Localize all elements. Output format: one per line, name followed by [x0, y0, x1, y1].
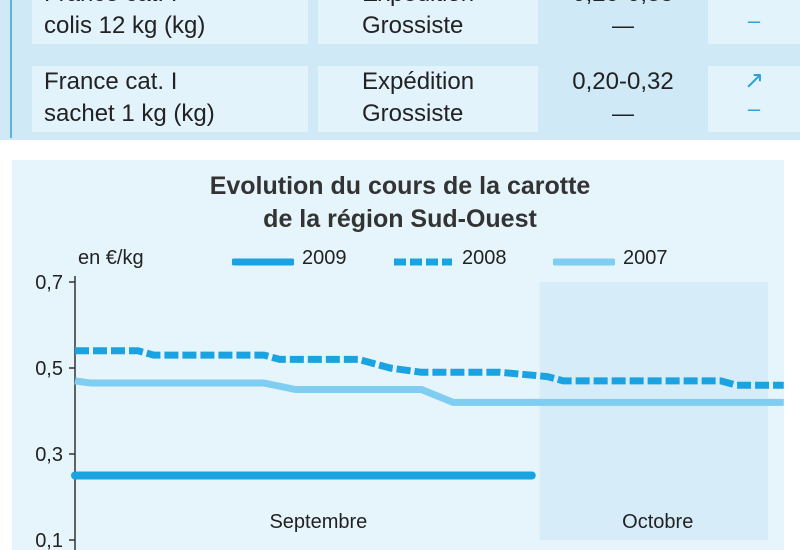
table-left-rule [10, 0, 12, 138]
product-line2: sachet 1 kg (kg) [44, 100, 215, 127]
legend-label-2007: 2007 [623, 247, 668, 269]
price-value: 0,20-0,32 [572, 68, 674, 95]
legend-label-2009: 2009 [302, 247, 347, 269]
y-axis-unit-label: en €/kg [78, 247, 144, 269]
table-cell-trend: ↗ – [708, 0, 800, 44]
legend-swatch-2007 [553, 258, 615, 266]
table-cell-product: France cat. I sachet 1 kg (kg) [32, 66, 308, 132]
legend-swatch-2008 [394, 258, 452, 266]
series-line-2007 [74, 377, 784, 406]
y-tick-label: 0,5 [35, 358, 63, 380]
price-wholesale: — [612, 13, 634, 38]
stage-line1: Expédition [362, 68, 475, 95]
trend-wholesale: – [747, 8, 761, 33]
product-line1: France cat. I [44, 0, 308, 10]
series-layer [71, 347, 784, 480]
series-line-2008 [75, 347, 784, 389]
price-value: 0,20-0,35 [540, 0, 706, 10]
arrow-up-right-icon: ↗ [708, 0, 800, 8]
product-line2: colis 12 kg (kg) [44, 12, 206, 39]
x-period-label: Octobre [622, 511, 693, 533]
x-period-label: Septembre [269, 511, 367, 533]
table-cell-stage: Expédition Grossiste [318, 66, 538, 132]
table-cell-product: France cat. I colis 12 kg (kg) [32, 0, 308, 44]
legend-label-2008: 2008 [462, 247, 507, 269]
chart-title: Evolution du cours de la carotte de la r… [0, 170, 800, 236]
stage-line2: Grossiste [362, 12, 464, 39]
plot-background [539, 282, 768, 540]
y-tick-label: 0,3 [35, 444, 63, 466]
trend-wholesale: – [747, 96, 761, 121]
price-wholesale: — [612, 101, 634, 126]
table-cell-price: 0,20-0,32 — [540, 66, 706, 132]
table-cell-trend: ↗ – [708, 66, 800, 132]
chart-axes [69, 276, 76, 550]
chart-title-line2: de la région Sud-Ouest [263, 205, 537, 233]
period-shading-1 [539, 282, 768, 540]
stage-line2: Grossiste [362, 100, 464, 127]
product-line1: France cat. I [44, 68, 178, 95]
chart-title-line1: Evolution du cours de la carotte [209, 172, 591, 200]
legend-swatch-2009 [232, 258, 294, 266]
table-cell-stage: Expédition Grossiste [318, 0, 538, 44]
arrow-up-right-icon: ↗ [743, 67, 765, 94]
y-tick-label: 0,1 [35, 530, 63, 550]
table-cell-price: 0,20-0,35 — [540, 0, 706, 44]
labels-layer: 0,7 0,5 0,3 0,1 Septembre Octobre [35, 272, 693, 550]
y-tick-label: 0,7 [35, 272, 63, 294]
price-table: France cat. I colis 12 kg (kg) Expéditio… [0, 0, 800, 140]
stage-line1: Expédition [362, 0, 538, 10]
